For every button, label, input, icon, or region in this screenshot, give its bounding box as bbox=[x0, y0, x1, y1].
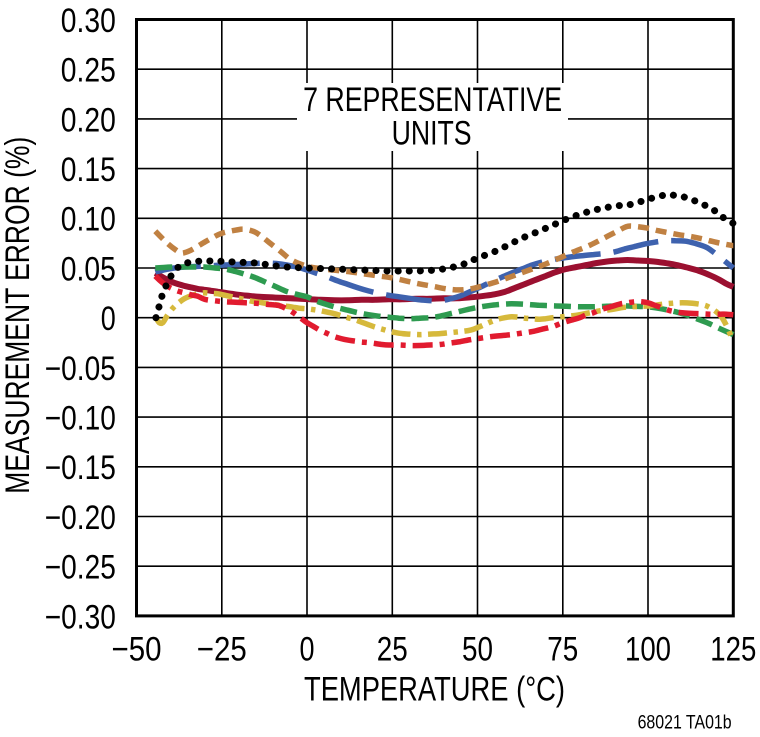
svg-text:−25: −25 bbox=[197, 631, 247, 669]
svg-text:0: 0 bbox=[300, 631, 315, 669]
svg-text:75: 75 bbox=[547, 631, 578, 669]
svg-text:0.20: 0.20 bbox=[61, 101, 116, 139]
svg-text:0.15: 0.15 bbox=[61, 151, 116, 189]
svg-text:MEASUREMENT ERROR (%): MEASUREMENT ERROR (%) bbox=[0, 137, 37, 494]
svg-text:50: 50 bbox=[462, 631, 493, 669]
svg-text:0.25: 0.25 bbox=[61, 52, 116, 90]
svg-text:−0.15: −0.15 bbox=[45, 449, 116, 487]
svg-text:68021 TA01b: 68021 TA01b bbox=[638, 712, 732, 733]
svg-text:0: 0 bbox=[101, 300, 116, 338]
svg-text:25: 25 bbox=[377, 631, 408, 669]
svg-text:−0.25: −0.25 bbox=[45, 549, 116, 587]
svg-text:UNITS: UNITS bbox=[392, 115, 472, 153]
svg-text:125: 125 bbox=[710, 631, 756, 669]
svg-text:100: 100 bbox=[625, 631, 671, 669]
svg-text:−0.10: −0.10 bbox=[45, 400, 116, 438]
svg-text:−0.20: −0.20 bbox=[45, 499, 116, 537]
svg-text:7 REPRESENTATIVE: 7 REPRESENTATIVE bbox=[303, 81, 562, 119]
svg-text:0.05: 0.05 bbox=[61, 250, 116, 288]
svg-text:0.30: 0.30 bbox=[61, 2, 116, 40]
svg-text:TEMPERATURE (°C): TEMPERATURE (°C) bbox=[304, 670, 565, 708]
svg-text:−0.05: −0.05 bbox=[45, 350, 116, 388]
svg-text:−0.30: −0.30 bbox=[45, 598, 116, 636]
svg-text:−50: −50 bbox=[112, 631, 162, 669]
svg-text:0.10: 0.10 bbox=[61, 201, 116, 239]
